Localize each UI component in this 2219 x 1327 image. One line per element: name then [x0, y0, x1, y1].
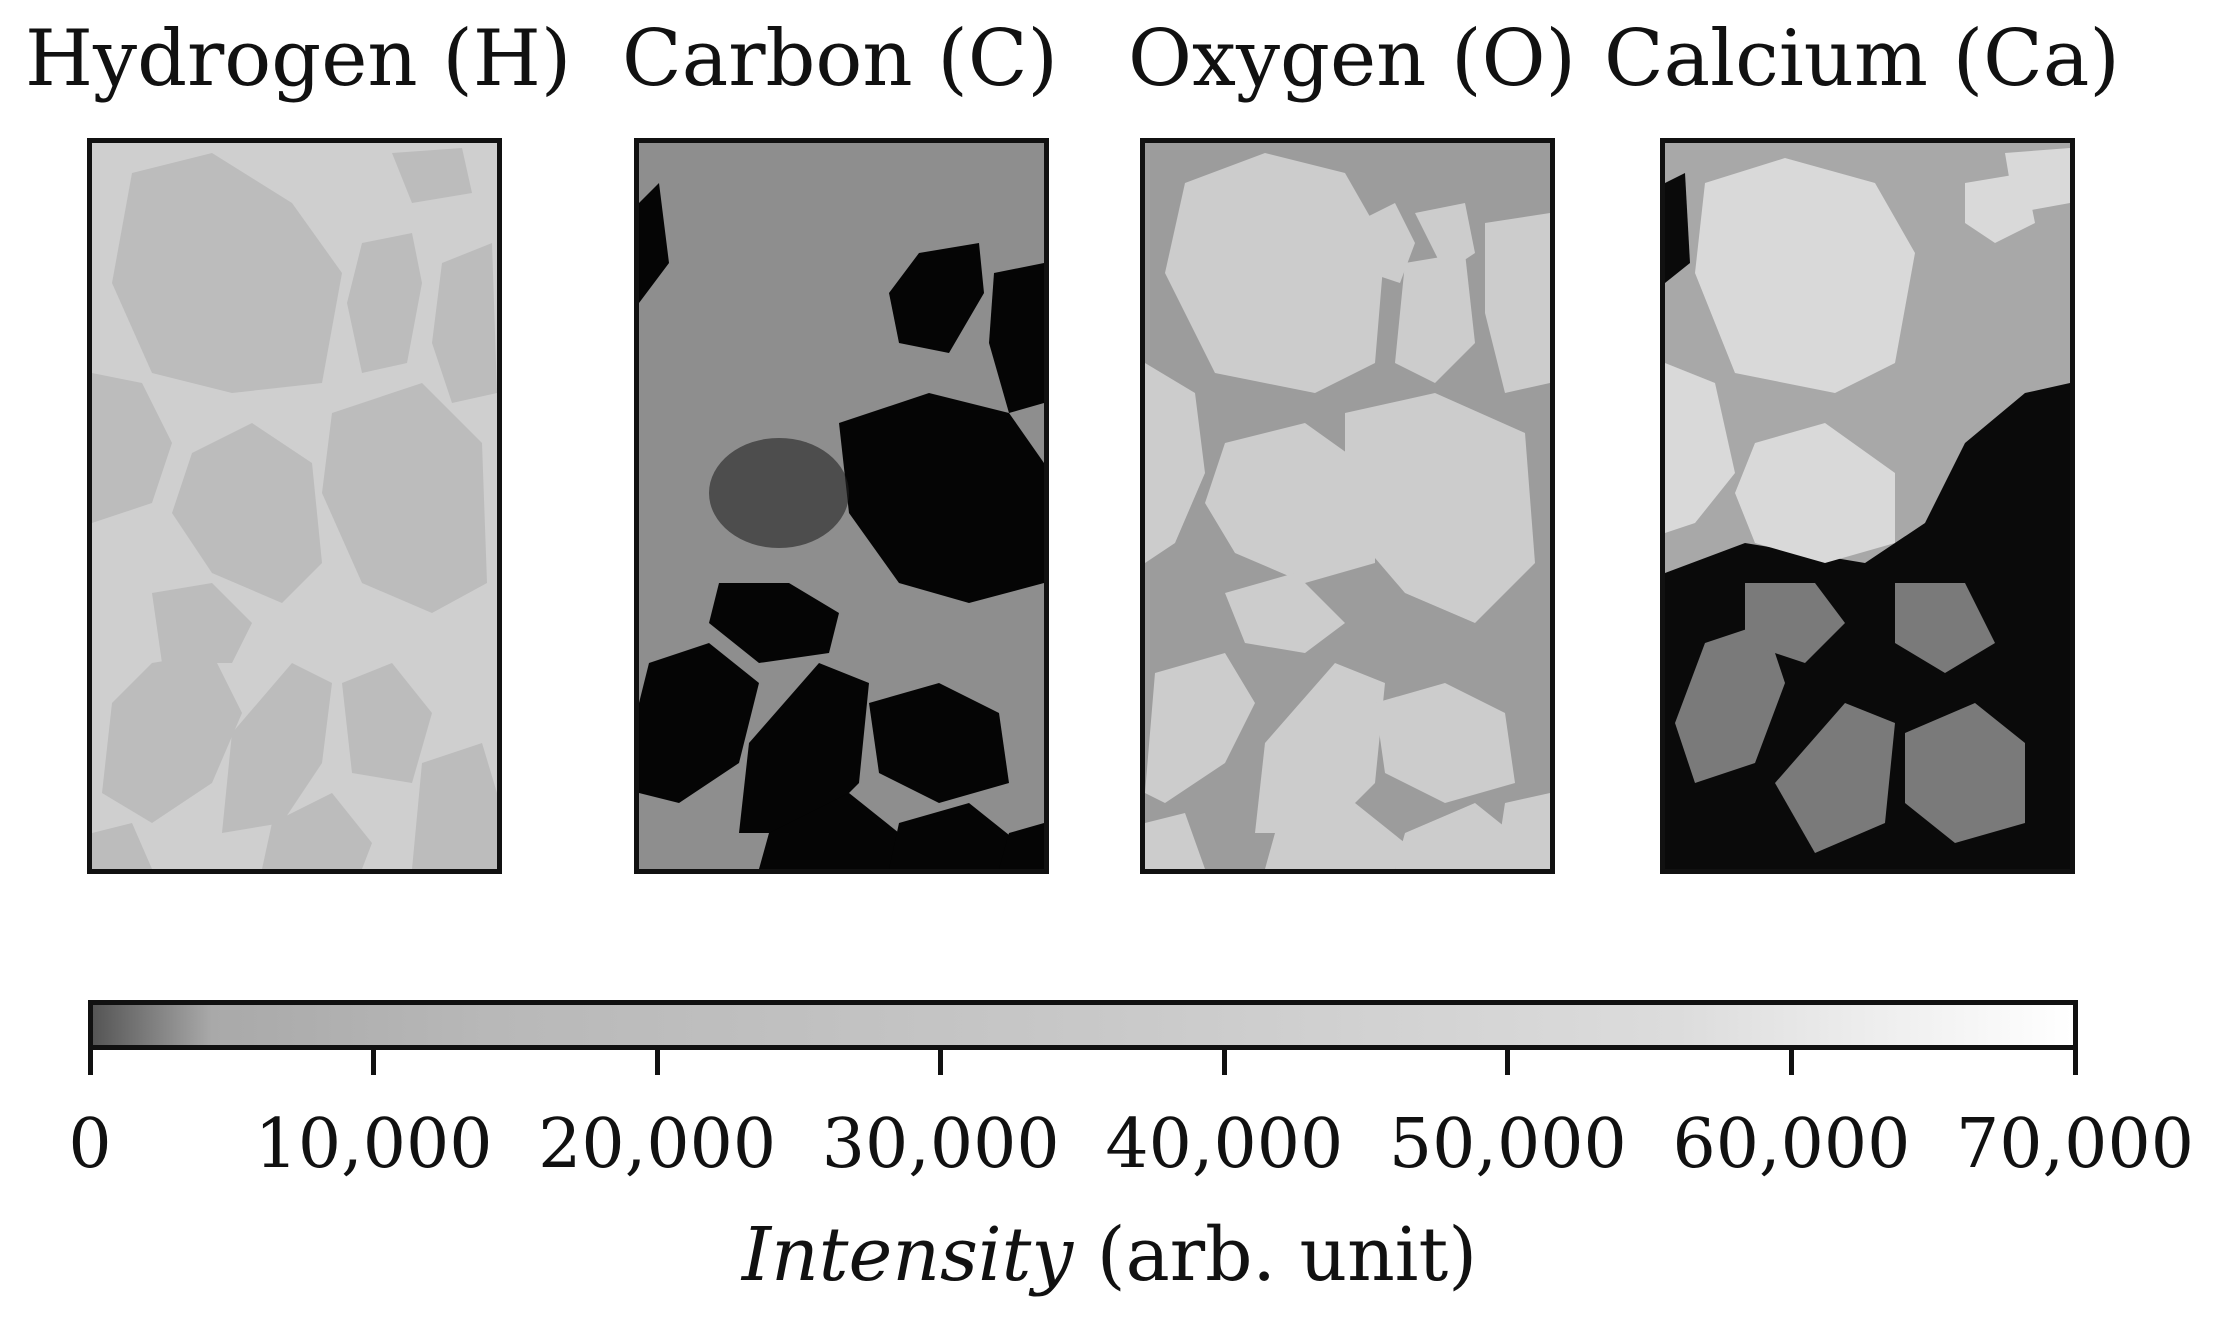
colorbar-tick-label: 40,000 — [1105, 1105, 1344, 1184]
colorbar-label-unit: (arb. unit) — [1096, 1212, 1478, 1298]
carbon-map — [634, 138, 1049, 874]
colorbar-tick — [1788, 1045, 1794, 1075]
colorbar-tick — [87, 1045, 93, 1075]
calcium-map — [1660, 138, 2075, 874]
colorbar-tick — [1221, 1045, 1227, 1075]
colorbar — [88, 1000, 2078, 1050]
hydrogen-map — [87, 138, 502, 874]
carbon-grains — [639, 183, 1044, 869]
colorbar-tick — [2072, 1045, 2078, 1075]
panel-title-calcium: Calcium (Ca) — [1604, 14, 2120, 104]
colorbar-tick-label: 30,000 — [821, 1105, 1060, 1184]
hydrogen-grains — [92, 148, 497, 869]
panel-title-hydrogen: Hydrogen (H) — [25, 14, 572, 104]
hydrogen-map-image — [92, 143, 497, 869]
carbon-speckle — [709, 438, 849, 548]
panel-title-carbon: Carbon (C) — [622, 14, 1058, 104]
colorbar-tick — [654, 1045, 660, 1075]
colorbar-label-italic: Intensity — [741, 1212, 1074, 1298]
calcium-grains — [1665, 148, 2070, 563]
colorbar-tick-label: 0 — [68, 1105, 112, 1184]
colorbar-tick-label: 20,000 — [538, 1105, 777, 1184]
colorbar-tick — [1505, 1045, 1511, 1075]
colorbar-tick — [371, 1045, 377, 1075]
calcium-mid-grains — [1675, 583, 2025, 853]
colorbar-axis-label: Intensity (arb. unit) — [0, 1210, 2219, 1300]
colorbar-tick-label: 50,000 — [1388, 1105, 1627, 1184]
oxygen-grains — [1145, 153, 1550, 869]
colorbar-tick-label: 10,000 — [254, 1105, 493, 1184]
panel-title-oxygen: Oxygen (O) — [1128, 14, 1576, 104]
carbon-map-image — [639, 143, 1044, 869]
calcium-map-image — [1665, 143, 2070, 869]
colorbar-tick-label: 60,000 — [1672, 1105, 1911, 1184]
colorbar-tick-label: 70,000 — [1956, 1105, 2194, 1184]
oxygen-map-image — [1145, 143, 1550, 869]
oxygen-map — [1140, 138, 1555, 874]
colorbar-tick — [938, 1045, 944, 1075]
